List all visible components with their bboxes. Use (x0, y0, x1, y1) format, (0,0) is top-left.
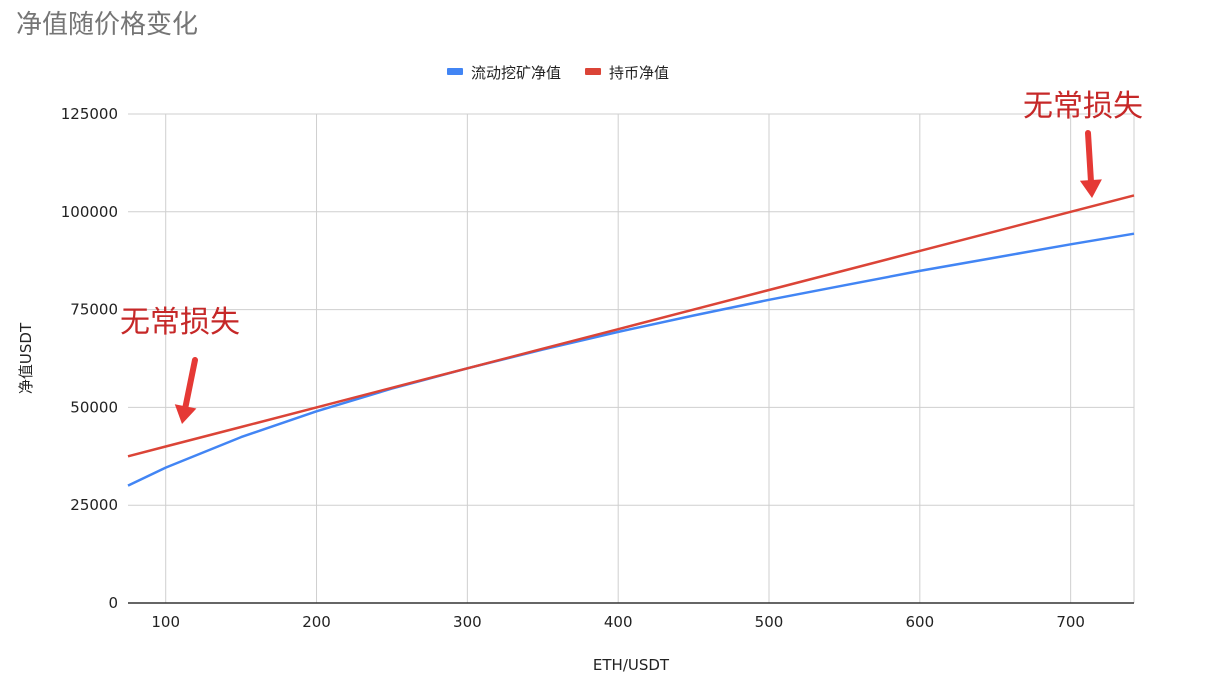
legend-label: 持币净值 (609, 64, 669, 82)
y-tick-label: 25000 (70, 496, 118, 514)
legend-swatch (447, 68, 463, 75)
legend: 流动挖矿净值 持币净值 (447, 64, 669, 82)
x-tick-label: 500 (755, 613, 784, 631)
x-tick-label: 200 (302, 613, 331, 631)
series-line (127, 232, 1135, 487)
chart-title: 净值随价格变化 (16, 10, 199, 40)
x-axis-title: ETH/USDT (593, 656, 670, 674)
y-tick-label: 0 (108, 594, 118, 612)
y-axis-title: 净值USDT (17, 322, 35, 394)
y-tick-label: 50000 (70, 398, 118, 416)
annotation-arrow-shaft (1085, 130, 1094, 184)
series-lines (127, 194, 1135, 487)
legend-swatch (585, 68, 602, 75)
y-tick-label: 125000 (61, 105, 118, 123)
x-tick-label: 600 (906, 613, 935, 631)
annotation-label-right: 无常损失 (1023, 89, 1143, 124)
x-tick-label: 700 (1056, 613, 1085, 631)
y-tick-label: 100000 (61, 203, 118, 221)
x-tick-label: 100 (151, 613, 180, 631)
annotation-arrow-head (174, 404, 197, 424)
y-tick-label: 75000 (70, 301, 118, 319)
x-tick-label: 400 (604, 613, 633, 631)
annotation-arrow-shaft (182, 357, 198, 410)
x-tick-label: 300 (453, 613, 482, 631)
axes: 0 25000 50000 75000 100000 125000 100 200 300 400… (17, 105, 1134, 674)
legend-label: 流动挖矿净值 (471, 64, 561, 82)
grid (128, 113, 1135, 603)
series-line (127, 194, 1135, 458)
annotation-arrow-head (1079, 179, 1102, 198)
annotation-label-left: 无常损失 (120, 305, 240, 340)
